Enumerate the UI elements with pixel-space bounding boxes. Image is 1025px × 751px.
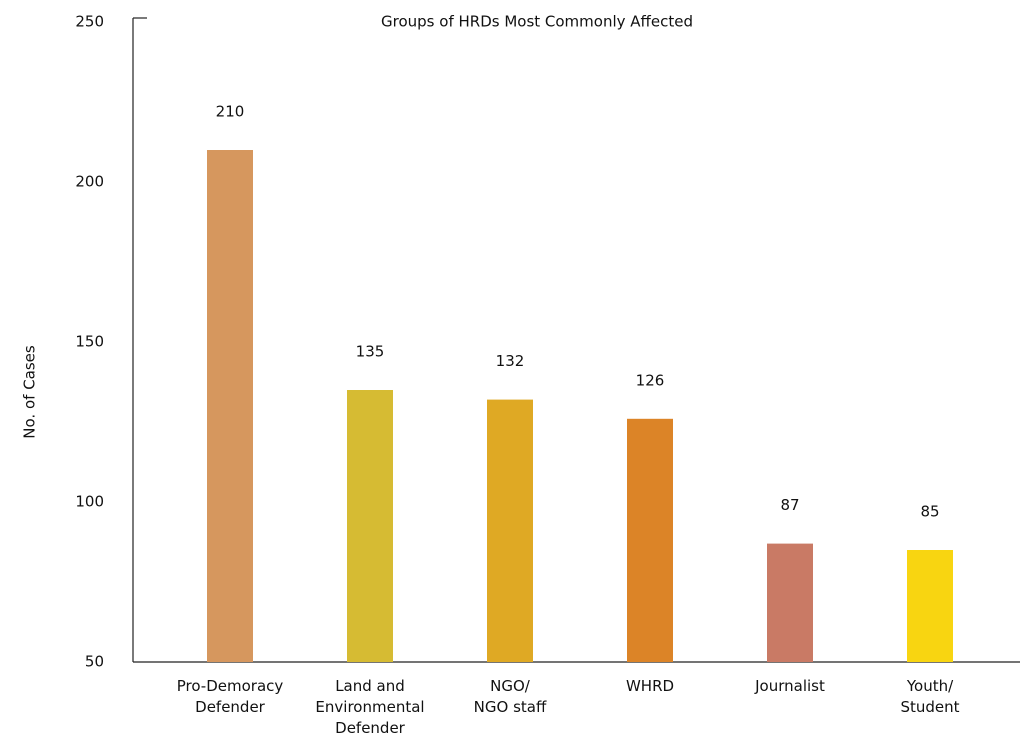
y-axis-label: No. of Cases bbox=[21, 345, 39, 439]
value-label: 126 bbox=[636, 371, 665, 389]
y-tick-label: 200 bbox=[75, 173, 104, 191]
bar bbox=[347, 390, 393, 662]
y-tick-label: 250 bbox=[75, 13, 104, 31]
x-tick-label-box: Youth/ Student bbox=[900, 677, 960, 716]
value-label: 135 bbox=[356, 343, 385, 361]
x-tick-label: Journalist bbox=[755, 677, 825, 695]
x-tick-label-box: Journalist bbox=[755, 677, 825, 695]
x-tick-label: Pro-Demoracy Defender bbox=[176, 677, 284, 716]
y-tick-label: 50 bbox=[85, 653, 104, 671]
bar bbox=[767, 543, 813, 662]
x-tick-label-box: WHRD bbox=[625, 677, 675, 695]
value-label: 87 bbox=[780, 496, 799, 514]
bar bbox=[907, 550, 953, 662]
y-tick-label: 100 bbox=[75, 493, 104, 511]
chart-title: Groups of HRDs Most Commonly Affected bbox=[381, 13, 693, 31]
y-tick-label: 150 bbox=[75, 333, 104, 351]
value-label: 85 bbox=[920, 503, 939, 521]
x-tick-label-box: Pro-Demoracy Defender bbox=[176, 677, 284, 716]
x-tick-label-box: Land and Environmental Defender bbox=[315, 677, 425, 737]
bar bbox=[207, 150, 253, 662]
x-tick-label: NGO/ NGO staff bbox=[473, 677, 547, 716]
value-label: 210 bbox=[216, 103, 245, 121]
x-tick-label: Land and Environmental Defender bbox=[315, 677, 425, 737]
value-label: 132 bbox=[496, 352, 525, 370]
x-tick-label: WHRD bbox=[625, 677, 675, 695]
x-tick-label: Youth/ Student bbox=[900, 677, 960, 716]
bar bbox=[627, 418, 673, 662]
bar bbox=[487, 399, 533, 662]
x-tick-label-box: NGO/ NGO staff bbox=[473, 677, 547, 716]
